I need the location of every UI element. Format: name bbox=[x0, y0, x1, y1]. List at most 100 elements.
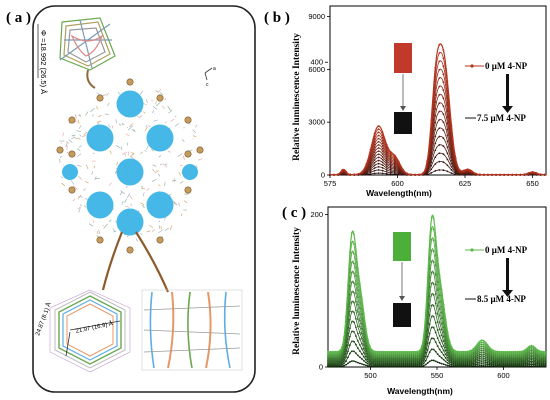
spectrum-point bbox=[472, 362, 475, 365]
hex-dimension-1: 21.97 (16.9) Å bbox=[75, 320, 114, 335]
spectrum-point bbox=[347, 284, 349, 287]
spectrum-point bbox=[482, 351, 485, 354]
spectrum-point bbox=[366, 338, 369, 341]
framework-bond bbox=[86, 164, 89, 170]
spectrum-point bbox=[389, 159, 392, 162]
framework-bond bbox=[152, 164, 157, 167]
spectrum-point bbox=[482, 357, 485, 359]
spectrum-point bbox=[474, 363, 477, 366]
framework-bond bbox=[70, 180, 75, 185]
spectrum-point bbox=[381, 153, 384, 156]
spectrum-point bbox=[542, 350, 545, 353]
spectrum-point bbox=[422, 334, 425, 337]
spectrum-point bbox=[333, 350, 335, 353]
spectrum-point bbox=[450, 162, 453, 165]
spectrum-point bbox=[452, 352, 455, 355]
spectrum-point bbox=[370, 348, 373, 351]
spectrum-point bbox=[480, 341, 483, 344]
framework-bond bbox=[159, 163, 163, 166]
framework-bond bbox=[146, 99, 148, 104]
spectrum-point bbox=[355, 343, 357, 346]
spectrum-point bbox=[530, 347, 533, 350]
spectrum-point bbox=[448, 364, 451, 367]
spectrum-point bbox=[355, 335, 357, 337]
spectrum-point bbox=[524, 355, 527, 358]
spectrum-point bbox=[428, 341, 431, 344]
spectrum-point bbox=[434, 142, 437, 145]
x-tick-label: 650 bbox=[526, 179, 539, 188]
spectrum-point bbox=[470, 356, 473, 359]
framework-bond bbox=[131, 129, 136, 132]
spectrum-point bbox=[393, 165, 396, 168]
spectrum-point bbox=[434, 66, 437, 69]
spectrum-point bbox=[364, 355, 367, 358]
framework-bond bbox=[76, 153, 82, 157]
spectrum-point bbox=[341, 360, 343, 363]
spectrum-point bbox=[381, 150, 384, 153]
spectrum-point bbox=[360, 327, 363, 330]
spectrum-point bbox=[428, 313, 431, 316]
panel-a: ( a ) Φ =18.992 (26.5) Å a c bbox=[6, 5, 256, 393]
x-tick-label: 625 bbox=[459, 179, 472, 188]
framework-bond bbox=[78, 125, 82, 129]
spectrum-point bbox=[490, 356, 493, 359]
spectrum-point bbox=[478, 355, 481, 358]
framework-bond bbox=[173, 200, 178, 206]
spectrum-point bbox=[442, 57, 445, 60]
spectrum-point bbox=[442, 363, 445, 366]
spectrum-point bbox=[452, 360, 455, 363]
spectrum-point bbox=[438, 77, 441, 80]
spectrum-point bbox=[430, 238, 433, 241]
spectrum-point bbox=[470, 361, 473, 364]
spectrum-point bbox=[442, 349, 445, 352]
spectrum-point bbox=[486, 353, 489, 356]
framework-bond bbox=[147, 125, 151, 128]
spectrum-point bbox=[484, 346, 487, 349]
y-tick-label: 200 bbox=[310, 210, 323, 219]
spectrum-point bbox=[486, 348, 489, 351]
spectrum-point bbox=[484, 355, 487, 358]
spectrum-point bbox=[349, 327, 351, 330]
y-tick-label: 0 bbox=[321, 171, 325, 180]
framework-bond bbox=[143, 192, 145, 197]
spectrum-point bbox=[452, 361, 455, 364]
spectrum-point bbox=[482, 349, 485, 352]
spectrum-point bbox=[490, 365, 493, 368]
spectrum-point bbox=[440, 340, 443, 342]
spectrum-point bbox=[530, 354, 533, 356]
spectrum-point bbox=[530, 360, 533, 363]
spectrum-point bbox=[359, 331, 361, 334]
spectrum-point bbox=[490, 348, 493, 351]
spectrum-point bbox=[530, 357, 533, 360]
spectrum-point bbox=[432, 359, 435, 362]
spectrum-point bbox=[524, 362, 527, 365]
spectrum-point bbox=[446, 140, 449, 143]
spectrum-point bbox=[362, 344, 365, 346]
spectrum-point bbox=[442, 340, 445, 343]
spectrum-point bbox=[357, 303, 359, 306]
spectrum-point bbox=[400, 350, 403, 353]
spectrum-point bbox=[500, 350, 503, 353]
spectrum-point bbox=[452, 362, 455, 365]
spectrum-point bbox=[349, 310, 351, 313]
spectrum-point bbox=[452, 348, 455, 351]
spectrum-point bbox=[436, 329, 439, 331]
spectrum-point bbox=[468, 350, 471, 352]
panel-a-label: ( a ) bbox=[6, 10, 31, 26]
spectrum-point bbox=[365, 162, 368, 165]
spectrum-point bbox=[478, 359, 481, 362]
spectrum-point bbox=[470, 351, 473, 354]
spectrum-point bbox=[519, 173, 522, 176]
framework-bond bbox=[109, 182, 112, 186]
spectrum-point bbox=[446, 152, 449, 155]
spectrum-point bbox=[420, 345, 423, 348]
spectrum-point bbox=[450, 346, 453, 348]
spectrum-point bbox=[424, 311, 427, 314]
framework-bond bbox=[130, 156, 134, 159]
framework-bond bbox=[179, 180, 184, 184]
spectrum-point bbox=[438, 355, 441, 358]
spectrum-point bbox=[414, 350, 417, 353]
spectrum-point bbox=[360, 332, 363, 335]
spectrum-point bbox=[495, 173, 497, 176]
spectrum-point bbox=[430, 168, 433, 171]
